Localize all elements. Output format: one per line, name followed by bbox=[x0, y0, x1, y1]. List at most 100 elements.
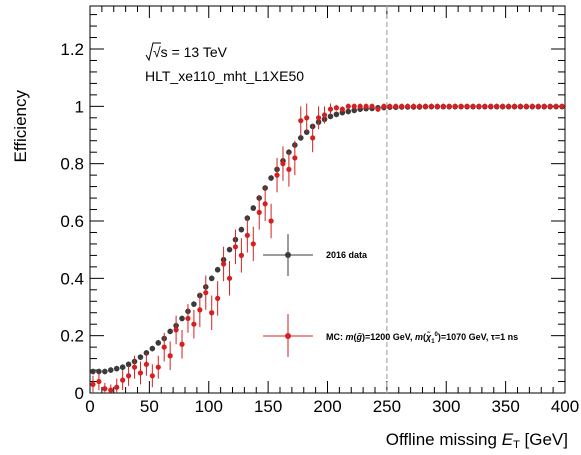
data-point bbox=[327, 106, 334, 112]
data-point bbox=[399, 103, 405, 109]
data-point bbox=[161, 344, 167, 350]
x-tick-label: 50 bbox=[140, 397, 159, 416]
data-point bbox=[113, 365, 120, 372]
legend-label-data: 2016 data bbox=[326, 250, 368, 260]
data-point bbox=[345, 108, 352, 115]
data-point bbox=[286, 166, 292, 172]
data-point bbox=[416, 103, 423, 109]
x-tick-label: 150 bbox=[254, 397, 282, 416]
y-tick-label: 0.4 bbox=[60, 269, 84, 288]
x-tick-label: 400 bbox=[551, 397, 579, 416]
data-point bbox=[137, 354, 144, 360]
data-point bbox=[143, 361, 150, 367]
data-point bbox=[369, 103, 375, 109]
data-point bbox=[458, 103, 464, 109]
data-point bbox=[179, 315, 185, 322]
data-point bbox=[268, 218, 274, 224]
data-point bbox=[523, 103, 530, 109]
data-point bbox=[208, 275, 215, 282]
data-point bbox=[226, 246, 233, 253]
data-point bbox=[333, 111, 340, 118]
data-point bbox=[197, 307, 203, 313]
data-point bbox=[120, 377, 126, 383]
data-point bbox=[298, 118, 304, 124]
data-point bbox=[238, 252, 245, 258]
data-point bbox=[203, 290, 209, 296]
data-point bbox=[250, 205, 257, 211]
data-point bbox=[209, 310, 215, 316]
data-point bbox=[440, 103, 446, 109]
y-tick-labels: 0 0.2 0.4 0.6 0.8 1 1.2 bbox=[60, 40, 84, 403]
data-point bbox=[452, 103, 458, 109]
data-point bbox=[167, 353, 173, 359]
data-point bbox=[149, 373, 155, 379]
data-point bbox=[215, 295, 221, 301]
data-point bbox=[428, 103, 435, 109]
data-point bbox=[268, 175, 274, 181]
data-point bbox=[244, 232, 250, 238]
data-point bbox=[505, 103, 512, 109]
data-point bbox=[529, 103, 535, 109]
y-tick-label: 1 bbox=[75, 97, 84, 116]
data-point bbox=[511, 103, 518, 109]
energy-annotation: √s = 13 TeV bbox=[145, 42, 228, 62]
data-point bbox=[310, 135, 316, 141]
data-point bbox=[482, 103, 488, 109]
legend-entry-mc: MC: m(g̃)=1200 GeV, m(χ̃10)=1070 GeV, τ=… bbox=[263, 314, 518, 357]
data-point bbox=[96, 368, 102, 375]
data-point bbox=[559, 103, 565, 109]
data-point bbox=[125, 361, 132, 368]
data-point bbox=[280, 161, 286, 167]
x-tick-label: 200 bbox=[313, 397, 341, 416]
data-point bbox=[405, 103, 411, 109]
y-tick-label: 1.2 bbox=[60, 40, 84, 59]
series-mc bbox=[90, 103, 565, 393]
data-point bbox=[185, 315, 191, 322]
y-axis-title: Efficiency bbox=[11, 90, 30, 163]
data-point bbox=[214, 266, 221, 273]
data-point bbox=[220, 261, 227, 267]
data-point bbox=[315, 115, 322, 121]
data-point bbox=[375, 106, 381, 112]
data-point bbox=[363, 103, 369, 109]
data-point bbox=[90, 381, 96, 387]
data-point bbox=[173, 327, 179, 333]
data-point bbox=[191, 321, 197, 327]
trigger-label: HLT_xe110_mht_L1XE50 bbox=[145, 68, 304, 84]
x-axis-title: Offline missing ET [GeV] bbox=[386, 430, 568, 451]
data-point bbox=[102, 368, 108, 375]
data-point bbox=[393, 103, 399, 109]
data-point bbox=[357, 103, 363, 109]
data-point bbox=[102, 386, 108, 392]
data-point bbox=[333, 105, 340, 111]
data-point bbox=[535, 103, 541, 109]
data-point bbox=[114, 384, 120, 390]
y-tick-label: 0.2 bbox=[60, 327, 84, 346]
x-tick-label: 300 bbox=[432, 397, 460, 416]
data-point bbox=[488, 103, 494, 109]
data-point bbox=[167, 328, 173, 335]
data-point bbox=[179, 341, 185, 347]
data-point bbox=[434, 103, 440, 109]
data-point bbox=[125, 373, 132, 379]
data-point bbox=[149, 345, 156, 352]
data-point bbox=[345, 103, 351, 109]
data-point bbox=[119, 364, 126, 371]
data-point bbox=[422, 103, 429, 109]
x-tick-labels: 0 50 100 150 200 250 300 350 400 bbox=[85, 397, 579, 416]
data-point bbox=[351, 103, 357, 109]
data-point bbox=[232, 244, 239, 250]
data-point bbox=[381, 103, 387, 109]
y-tick-label: 0 bbox=[75, 384, 84, 403]
data-point bbox=[131, 364, 138, 370]
x-tick-label: 350 bbox=[491, 397, 519, 416]
data-point bbox=[292, 155, 298, 161]
data-point bbox=[297, 135, 304, 141]
legend-entry-data: 2016 data bbox=[263, 234, 368, 276]
data-point bbox=[517, 103, 524, 109]
data-point bbox=[256, 209, 262, 215]
data-point bbox=[155, 340, 162, 346]
legend: 2016 data MC: m(g̃)=1200 GeV, m(χ̃10)=10… bbox=[263, 234, 518, 357]
